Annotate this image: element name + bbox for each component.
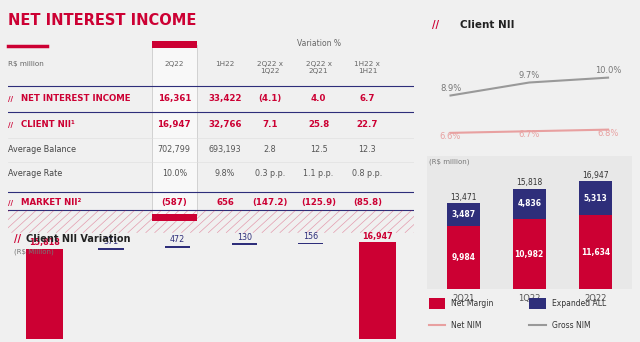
Text: 2.8: 2.8: [264, 145, 276, 154]
Text: 4,836: 4,836: [517, 199, 541, 208]
Text: 12.3: 12.3: [358, 145, 376, 154]
Bar: [579, 215, 612, 289]
Text: Average Rate: Average Rate: [8, 169, 62, 178]
Bar: [429, 298, 445, 309]
Text: 472: 472: [170, 235, 185, 244]
Text: Client NII: Client NII: [460, 20, 514, 30]
Text: 16,947: 16,947: [582, 171, 609, 180]
Bar: [579, 181, 612, 215]
Text: 2Q22 x
2Q21: 2Q22 x 2Q21: [305, 61, 332, 74]
Text: 702,799: 702,799: [158, 145, 191, 154]
Text: 6.6%: 6.6%: [440, 132, 461, 141]
Text: 22.7: 22.7: [356, 120, 378, 129]
Text: 693,193: 693,193: [209, 145, 241, 154]
Text: //: //: [14, 234, 21, 244]
Text: 9.7%: 9.7%: [518, 71, 540, 80]
Text: 15,818: 15,818: [516, 178, 543, 187]
Text: 4.0: 4.0: [311, 94, 326, 103]
Text: 6.7: 6.7: [360, 94, 375, 103]
Text: //: //: [432, 20, 439, 30]
Text: (125.9): (125.9): [301, 198, 336, 207]
Bar: [152, 41, 196, 49]
Text: //: //: [8, 200, 13, 206]
Bar: [99, 248, 124, 250]
Text: 33,422: 33,422: [209, 94, 242, 103]
Text: Net Margin: Net Margin: [451, 299, 494, 308]
Text: //: //: [8, 96, 13, 102]
Text: Expanded ALL: Expanded ALL: [552, 299, 606, 308]
Text: MARKET NII²: MARKET NII²: [20, 198, 81, 207]
Text: 25.8: 25.8: [308, 120, 329, 129]
Bar: [513, 219, 546, 289]
Text: 11,634: 11,634: [580, 248, 610, 256]
Text: Gross NIM: Gross NIM: [552, 321, 591, 330]
Text: 16,947: 16,947: [362, 232, 393, 241]
Text: R$ million: R$ million: [8, 61, 44, 67]
Bar: [447, 203, 480, 226]
Text: //: //: [8, 122, 13, 128]
Text: 0.3 p.p.: 0.3 p.p.: [255, 169, 285, 178]
Text: 1.1 p.p.: 1.1 p.p.: [303, 169, 333, 178]
Text: 1H22 x
1H21: 1H22 x 1H21: [355, 61, 380, 74]
Text: 32,766: 32,766: [209, 120, 242, 129]
Text: (147.2): (147.2): [252, 198, 287, 207]
Bar: [298, 242, 323, 244]
Text: (85.8): (85.8): [353, 198, 382, 207]
Text: 6.8%: 6.8%: [597, 129, 619, 138]
Text: NET INTEREST INCOME: NET INTEREST INCOME: [8, 13, 196, 28]
Bar: [447, 226, 480, 289]
Text: (R$ million): (R$ million): [429, 158, 469, 165]
Text: 2Q22: 2Q22: [164, 61, 184, 67]
Text: 8.9%: 8.9%: [440, 84, 461, 93]
Text: 10.0%: 10.0%: [595, 66, 621, 75]
Text: Client NII Variation: Client NII Variation: [26, 234, 131, 244]
Text: 1H22: 1H22: [216, 61, 235, 67]
Text: 16,361: 16,361: [157, 94, 191, 103]
Text: 130: 130: [237, 233, 252, 242]
Text: 5,313: 5,313: [584, 194, 607, 203]
Text: 10.0%: 10.0%: [162, 169, 187, 178]
Text: 7.1: 7.1: [262, 120, 278, 129]
Text: 3,487: 3,487: [451, 210, 476, 219]
Bar: [152, 45, 196, 215]
Text: 371: 371: [104, 237, 118, 247]
Text: 15,818: 15,818: [29, 238, 60, 247]
Text: Variation %: Variation %: [296, 39, 340, 49]
Text: 6.7%: 6.7%: [518, 130, 540, 140]
Text: 9,984: 9,984: [451, 253, 476, 262]
Bar: [359, 242, 396, 339]
Text: 13,471: 13,471: [450, 193, 476, 202]
Text: 656: 656: [216, 198, 234, 207]
Bar: [529, 298, 546, 309]
Bar: [232, 243, 257, 245]
Bar: [513, 188, 546, 219]
Bar: [26, 249, 63, 339]
Text: Average Balance: Average Balance: [8, 145, 76, 154]
Bar: [152, 214, 196, 222]
Text: 2Q22 x
1Q22: 2Q22 x 1Q22: [257, 61, 283, 74]
Text: 156: 156: [303, 232, 318, 241]
Text: Net NIM: Net NIM: [451, 321, 482, 330]
Text: (R$ Million): (R$ Million): [14, 248, 54, 254]
Bar: [165, 246, 190, 248]
Text: 0.8 p.p.: 0.8 p.p.: [352, 169, 383, 178]
Text: NET INTEREST INCOME: NET INTEREST INCOME: [20, 94, 130, 103]
Text: (587): (587): [161, 198, 187, 207]
Text: 16,947: 16,947: [157, 120, 191, 129]
Text: 9.8%: 9.8%: [215, 169, 236, 178]
Text: CLIENT NII¹: CLIENT NII¹: [20, 120, 74, 129]
Text: 10,982: 10,982: [515, 250, 544, 259]
Text: (4.1): (4.1): [258, 94, 282, 103]
Text: 12.5: 12.5: [310, 145, 328, 154]
